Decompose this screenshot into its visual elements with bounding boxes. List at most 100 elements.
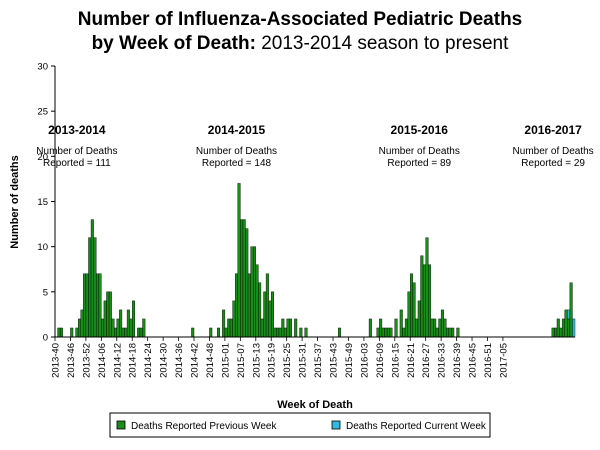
bar-previous-week [415,318,419,338]
bar-previous-week [435,327,439,338]
bar-previous-week [222,309,226,338]
bar-previous-week [142,318,146,338]
x-tick-label: 2015-25 [282,343,293,378]
bar-previous-week [227,318,231,338]
season-label: 2014-2015 [208,123,266,137]
bar-previous-week [368,318,372,338]
y-tick-label: 20 [37,152,48,163]
title-line-2-rest: 2013-2014 season to present [261,33,509,54]
bar-previous-week [255,264,259,338]
x-tick-label: 2016-03 [359,343,370,378]
bar-previous-week [404,318,408,338]
bar-current-week [567,309,571,320]
x-tick-label: 2016-21 [406,343,417,378]
legend-swatch-previous [116,420,126,430]
bar-previous-week [430,318,434,338]
bar-previous-week [88,237,92,338]
bar-previous-week [422,264,426,338]
bar-previous-week [101,318,105,338]
bar-previous-week [250,246,254,338]
bar-previous-week [569,282,573,338]
bar-previous-week [98,273,102,338]
bar-previous-week [389,327,393,338]
bar-previous-week [93,237,97,338]
bar-previous-week [106,291,110,338]
season-label: 2015-2016 [391,123,449,137]
title-line-1: Number of Influenza-Associated Pediatric… [77,9,523,30]
legend-box [109,412,491,438]
bar-previous-week [95,273,99,338]
bar-previous-week [273,327,277,338]
bar-previous-week [271,291,275,338]
x-tick-label: 2016-27 [421,343,432,378]
x-tick-label: 2014-42 [190,343,201,378]
legend-label-previous: Deaths Reported Previous Week [131,421,277,432]
y-tick-label: 0 [43,333,48,344]
bar-previous-week [299,327,303,338]
bar-previous-week [554,327,558,338]
bar-previous-week [265,273,269,338]
bar-previous-week [304,327,308,338]
x-tick-label: 2016-09 [375,343,386,378]
legend: Deaths Reported Previous Week Deaths Rep… [109,412,491,438]
bar-previous-week [564,309,568,338]
bar-previous-week [240,219,244,338]
bar-previous-week [394,318,398,338]
bar-previous-week [559,327,563,338]
bar-previous-week [425,237,429,338]
bar-previous-week [381,327,385,338]
axes-group: 0 5 10 15 20 25 30 2013-40 2013-46 2013-52 2014-06… [37,62,575,378]
bar-previous-week [260,318,264,338]
bar-previous-week [209,327,213,338]
bar-previous-week [448,327,452,338]
bar-previous-week [286,318,290,338]
bar-previous-week [379,318,383,338]
bar-previous-week [75,327,79,338]
bar-previous-week [108,291,112,338]
x-tick-label: 2015-01 [220,343,231,378]
bar-previous-week [242,219,246,338]
bar-previous-week [85,273,89,338]
deaths-reported-line1: Number of Deaths [196,146,277,157]
x-tick-label: 2017-05 [498,343,509,378]
bar-previous-week [103,300,107,338]
title-line-2: by Week of Death: 2013-2014 season to pr… [0,32,600,56]
bar-previous-week [137,327,141,338]
bar-previous-week [456,327,460,338]
x-tick-label: 2016-51 [483,343,494,378]
y-tick-label: 25 [37,107,48,118]
chart-title: Number of Influenza-Associated Pediatric… [0,8,600,56]
bar-previous-week [276,327,280,338]
bar-previous-week [551,327,555,338]
x-tick-label: 2016-39 [452,343,463,378]
bar-previous-week [124,327,128,338]
legend-swatch-current [331,420,341,430]
bar-previous-week [229,318,233,338]
bar-previous-week [386,327,390,338]
bar-previous-week [556,318,560,338]
x-tick-label: 2016-45 [468,343,479,378]
bar-previous-week [70,327,74,338]
x-tick-label: 2014-30 [159,343,170,378]
x-tick-label: 2016-33 [437,343,448,378]
bar-previous-week [119,309,123,338]
y-tick-label: 30 [37,62,48,73]
bar-previous-week [376,327,380,338]
bar-previous-week [111,318,115,338]
deaths-reported-line2: Reported = 89 [387,158,451,169]
bar-previous-week [114,327,117,338]
bar-previous-week [126,309,130,338]
bar-previous-week [268,300,272,338]
bar-previous-week [191,327,195,338]
bar-previous-week [567,318,571,338]
y-tick-label: 10 [37,242,48,253]
x-tick-label: 2014-36 [174,343,185,378]
bars-group [57,183,576,338]
bar-previous-week [232,300,236,338]
bar-previous-week [438,318,442,338]
bar-previous-week [263,291,267,338]
bar-previous-week [440,309,444,338]
deaths-reported-line1: Number of Deaths [36,146,117,157]
x-tick-label: 2014-12 [112,343,123,378]
